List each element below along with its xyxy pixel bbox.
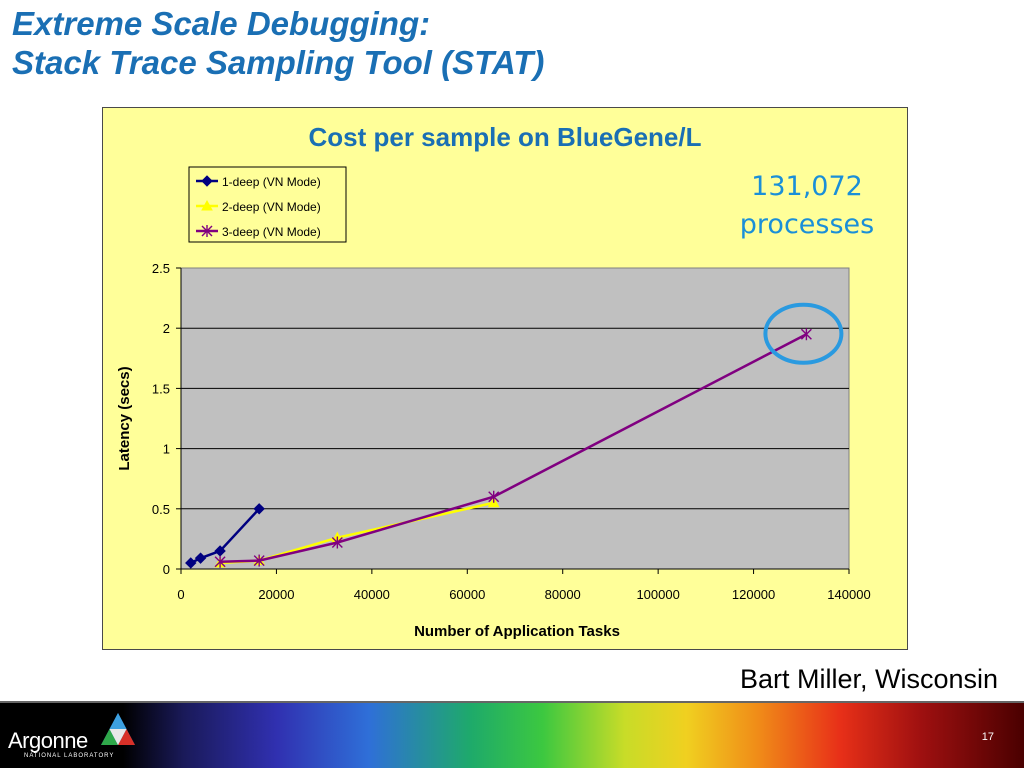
page-number: 17 (981, 731, 994, 743)
legend-label: 3-deep (VN Mode) (222, 225, 321, 239)
x-tick-label: 0 (177, 587, 184, 602)
slide-title-line-1: Extreme Scale Debugging: (12, 5, 431, 42)
latency-chart: Cost per sample on BlueGene/L 0 0.5 1 1.5 2 2.… (116, 122, 871, 640)
data-point (214, 555, 226, 568)
y-tick-label: 1.5 (152, 381, 170, 396)
footer-bar (0, 703, 1024, 768)
legend-box (188, 166, 347, 243)
legend-label: 2-deep (VN Mode) (222, 200, 321, 214)
plot-area (180, 267, 850, 570)
argonne-logo: Argonne NATIONAL LABORATORY (8, 712, 138, 764)
footer-divider (0, 701, 1024, 703)
legend-swatch-marker (201, 225, 213, 237)
x-tick-label: 120000 (732, 587, 775, 602)
annotation-label: processes (739, 209, 875, 240)
y-tick-label: 0.5 (152, 502, 170, 517)
series-1 (185, 503, 265, 569)
legend: 1-deep (VN Mode) 2-deep (VN Mode) 3-deep (… (188, 166, 347, 243)
legend-swatch-marker (201, 199, 213, 211)
legend-item: 1-deep (VN Mode) (196, 175, 321, 189)
argonne-triangle-icon (101, 713, 135, 745)
x-tick-label: 100000 (636, 587, 679, 602)
legend-swatch-marker (201, 175, 213, 187)
data-point (800, 328, 812, 341)
x-tick-label: 40000 (354, 587, 390, 602)
y-tick-label: 0 (163, 562, 170, 577)
chart-title: Cost per sample on BlueGene/L (309, 122, 702, 152)
data-point (331, 536, 343, 549)
x-axis-label: Number of Application Tasks (414, 623, 620, 640)
legend-item: 3-deep (VN Mode) (196, 225, 321, 239)
process-count-annotation: 131,072 processes (712, 168, 902, 244)
y-tick-label: 1 (163, 442, 170, 457)
legend-label: 1-deep (VN Mode) (222, 175, 321, 189)
annotation-count: 131,072 (751, 171, 863, 202)
logo-wordmark: Argonne (8, 728, 88, 753)
x-tick-label: 140000 (827, 587, 870, 602)
slide-title: Extreme Scale Debugging: Stack Trace Sam… (12, 4, 544, 82)
chart-frame: Cost per sample on BlueGene/L 0 0.5 1 1.5 2 2.… (102, 107, 908, 650)
data-point (253, 503, 265, 515)
logo-subtext: NATIONAL LABORATORY (24, 753, 115, 759)
slide-title-line-2: Stack Trace Sampling Tool (STAT) (12, 44, 545, 81)
x-tick-label: 20000 (258, 587, 294, 602)
legend-item: 2-deep (VN Mode) (196, 199, 321, 214)
x-tick-label: 80000 (545, 587, 581, 602)
data-point (488, 490, 500, 503)
author-credit: Bart Miller, Wisconsin (739, 664, 998, 694)
x-tick-label: 60000 (449, 587, 485, 602)
data-point (194, 552, 207, 564)
series-3 (214, 328, 812, 568)
y-tick-label: 2 (163, 321, 170, 336)
data-point (185, 557, 197, 569)
data-point (253, 554, 265, 567)
y-axis-label: Latency (secs) (116, 366, 133, 470)
series-line (190, 507, 261, 565)
highlight-circle (763, 302, 844, 365)
y-tick-label: 2.5 (152, 261, 170, 276)
